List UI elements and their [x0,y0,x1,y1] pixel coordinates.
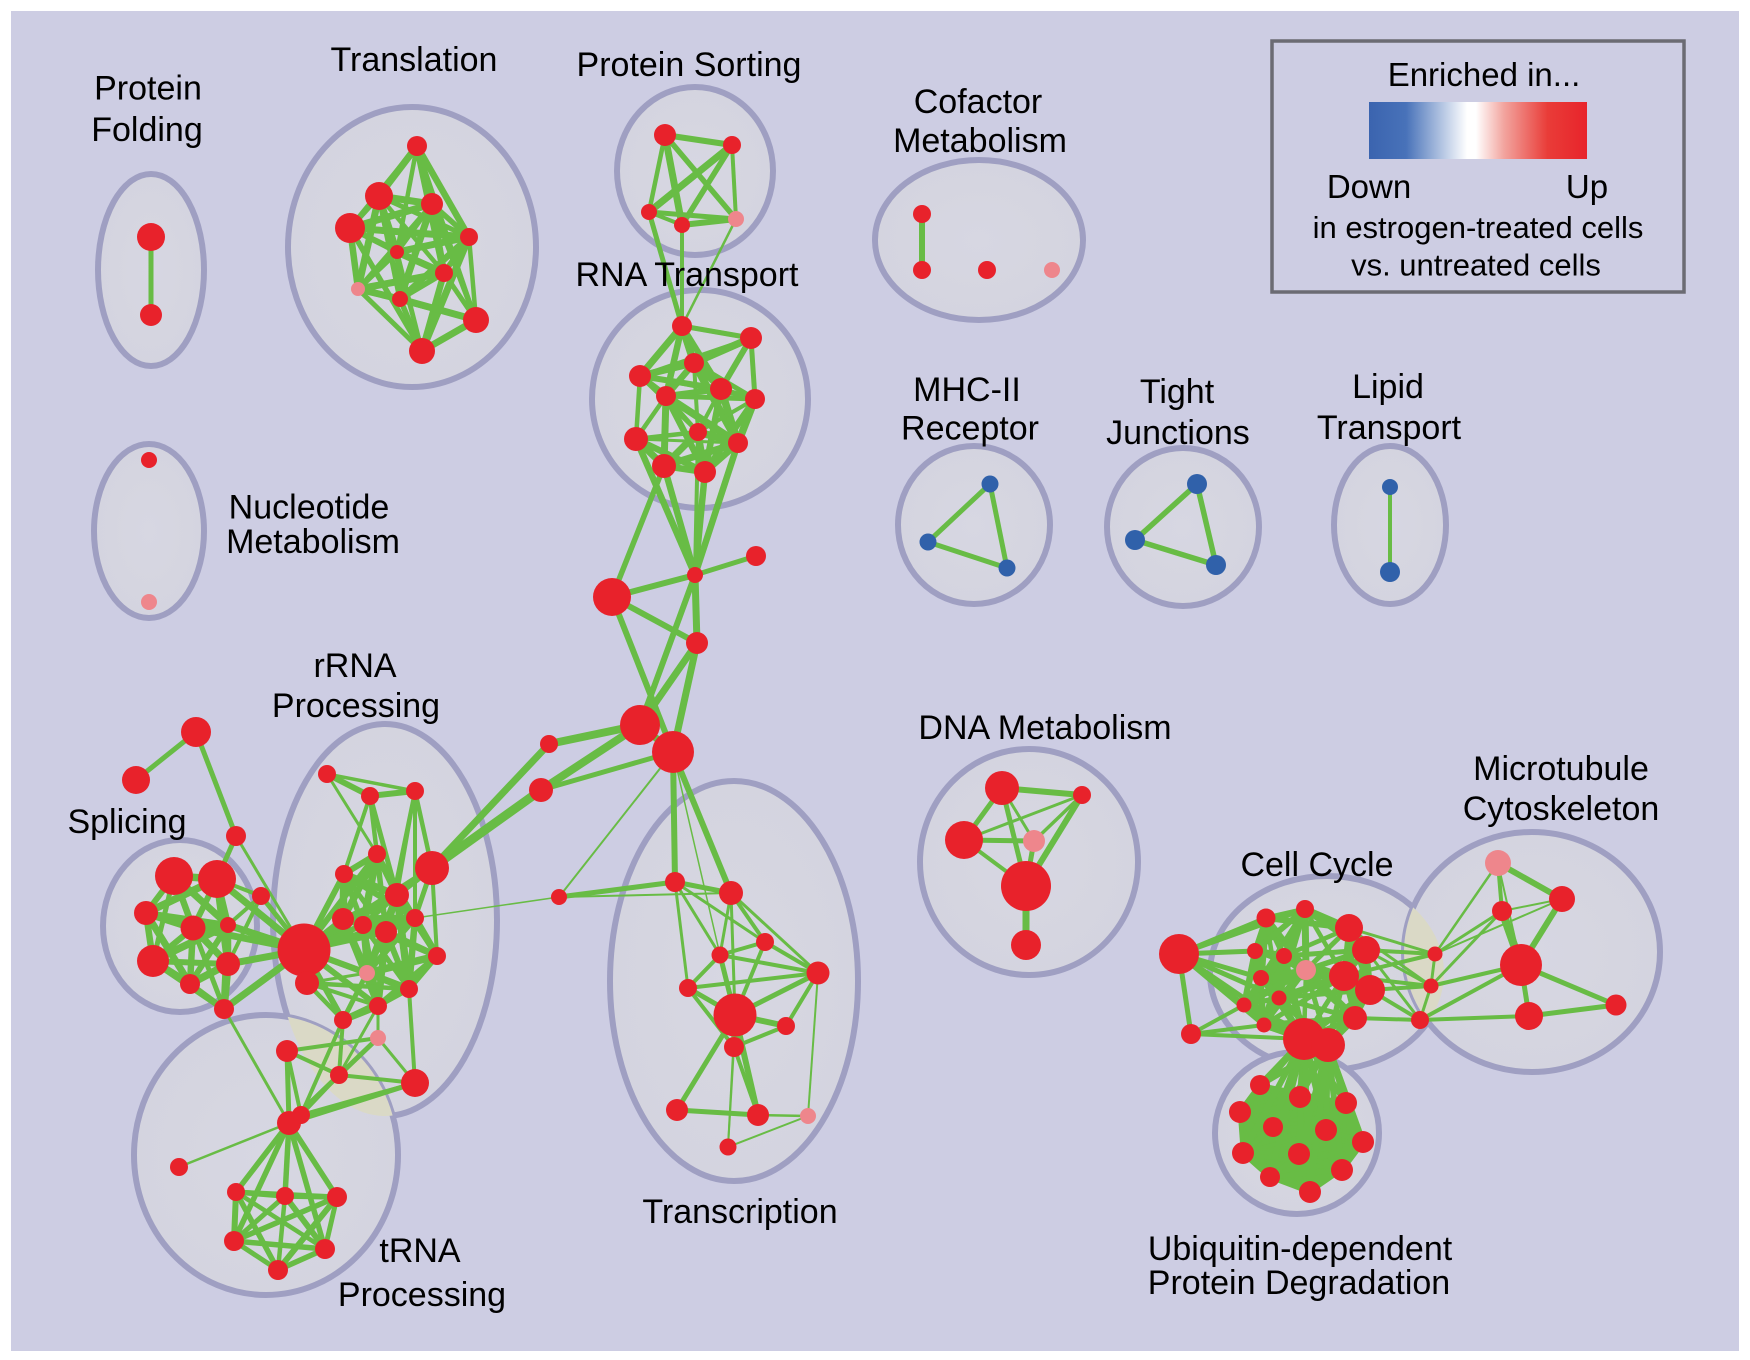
svg-text:Cytoskeleton: Cytoskeleton [1463,790,1660,828]
svg-text:in estrogen-treated cells: in estrogen-treated cells [1313,210,1644,245]
svg-text:Splicing: Splicing [67,803,186,841]
svg-text:Protein Sorting: Protein Sorting [577,46,802,84]
svg-text:RNA Transport: RNA Transport [576,256,800,294]
svg-text:Down: Down [1327,168,1411,205]
svg-text:Metabolism: Metabolism [893,122,1067,160]
svg-text:Tight: Tight [1140,373,1215,411]
svg-text:Nucleotide: Nucleotide [229,489,390,527]
svg-text:Cell Cycle: Cell Cycle [1240,846,1393,884]
svg-text:Transport: Transport [1317,409,1462,447]
svg-text:Transcription: Transcription [642,1193,837,1231]
svg-text:Ubiquitin-dependent: Ubiquitin-dependent [1148,1230,1453,1268]
svg-text:Protein Degradation: Protein Degradation [1148,1264,1450,1302]
svg-text:Metabolism: Metabolism [226,523,400,561]
svg-text:Processing: Processing [272,687,440,725]
svg-text:vs. untreated cells: vs. untreated cells [1351,248,1601,283]
svg-text:Enriched in...: Enriched in... [1388,56,1581,93]
svg-text:rRNA: rRNA [313,647,396,685]
svg-text:MHC-II: MHC-II [913,371,1021,409]
svg-text:Folding: Folding [91,111,203,149]
svg-text:DNA Metabolism: DNA Metabolism [918,709,1171,747]
svg-text:tRNA: tRNA [379,1232,461,1270]
svg-text:Lipid: Lipid [1352,368,1424,406]
svg-text:Up: Up [1566,168,1608,205]
svg-text:Translation: Translation [331,41,498,79]
svg-text:Receptor: Receptor [901,410,1039,448]
svg-text:Junctions: Junctions [1106,414,1250,452]
svg-text:Cofactor: Cofactor [914,83,1043,121]
svg-text:Microtubule: Microtubule [1473,750,1649,788]
svg-text:Processing: Processing [338,1276,506,1314]
svg-text:Protein: Protein [94,70,202,108]
